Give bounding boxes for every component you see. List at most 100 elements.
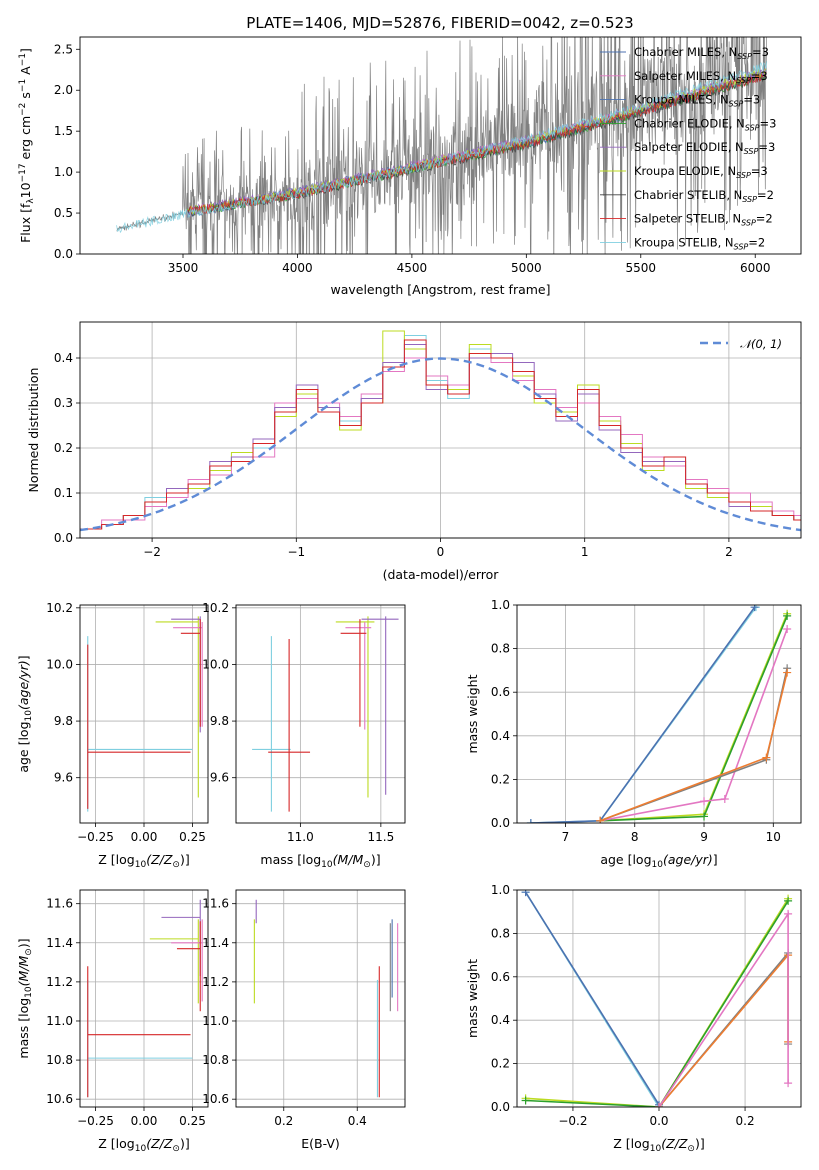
legend-entry: Kroupa STELIB, NSSP=2 [634, 235, 765, 251]
y-tick-label: 11.0 [202, 1014, 229, 1028]
y-tick-label: 11.4 [46, 936, 73, 950]
model-9 [116, 61, 768, 234]
y-tick-label: 10.8 [46, 1053, 73, 1067]
y-tick-label: 10.6 [46, 1092, 73, 1106]
x-tick-label: 0.0 [649, 1114, 668, 1128]
residual-histogram-panel: −2 −1 0 1 2 0.0 0.1 0.2 0.3 0.4 (data-model)/error… [26, 321, 802, 582]
weight-marker [783, 611, 792, 620]
age-vs-metallicity-panel: −0.25 0.00 0.25 9.6 9.8 10.0 10.2 Z [log10(Z/Z⊙… [16, 601, 209, 870]
axes-frame [516, 889, 802, 1108]
y-tick-label: 0.1 [54, 486, 73, 500]
x-tick-label: −0.25 [77, 1114, 114, 1128]
legend-entry: Chabrier ELODIE, NSSP=3 [634, 116, 776, 132]
spectrum-panel: 3500 4000 4500 5000 5500 6000 0.0 0.5 1.0 1.5 2.0 2… [18, 36, 802, 297]
mass-vs-extinction-panel: 0.2 0.4 10.6 10.8 11.0 11.2 11.4 11.6 E(B-V) [202, 889, 406, 1151]
y-tick-label: 10.0 [202, 657, 229, 671]
y-tick-label: 9.6 [54, 771, 73, 785]
x-tick-label: 11.5 [367, 830, 394, 844]
x-tick-label: 10 [766, 830, 781, 844]
y-tick-label: 11.6 [202, 897, 229, 911]
x-axis-label: (data-model)/error [383, 567, 500, 582]
y-tick-label: 10.6 [202, 1092, 229, 1106]
y-tick-label: 1.0 [491, 598, 510, 612]
weight-marker [655, 1103, 663, 1107]
plot-area [526, 605, 792, 823]
weight-marker [526, 819, 535, 823]
weight-marker [784, 909, 793, 918]
x-tick-label: 5000 [511, 261, 542, 275]
axes-frame [79, 889, 209, 1108]
figure-title: PLATE=1406, MJD=52876, FIBERID=0042, z=0… [246, 14, 633, 32]
subplots: 3500 4000 4500 5000 5500 6000 0.0 0.5 1.0 1.5 2.0 2… [16, 36, 802, 1154]
axes-frame [79, 321, 802, 539]
weight-line-6 [658, 911, 789, 1107]
weight-marker [784, 896, 793, 905]
y-tick-label: 10.2 [202, 601, 229, 615]
y-tick-label: 1.5 [54, 124, 73, 138]
x-axis-label: Z [log10(Z/Z⊙)] [98, 852, 189, 870]
plot-area [80, 330, 801, 532]
histogram-step-3 [80, 344, 801, 530]
axes-frame [79, 604, 209, 824]
y-tick-label: 0.0 [54, 531, 73, 545]
weight-marker [521, 890, 530, 897]
weight-line-4 [599, 628, 788, 822]
mass-vs-metallicity-panel: −0.25 0.00 0.25 10.6 10.8 11.0 11.2 11.4 11.6 Z [… [16, 889, 209, 1154]
weight-line-5 [658, 952, 789, 1107]
axes-frame [79, 36, 802, 255]
x-tick-label: 5500 [626, 261, 657, 275]
mass-weight-vs-age-panel: 7 8 9 10 0.0 0.2 0.4 0.6 0.8 1.0 age [log10(age/yr… [465, 598, 802, 870]
y-tick-label: 0.3 [54, 396, 73, 410]
y-tick-label: 0.6 [491, 685, 510, 699]
x-tick-label: −2 [143, 545, 161, 559]
y-tick-label: 0.2 [491, 772, 510, 786]
legend-entry: Kroupa ELODIE, NSSP=3 [634, 164, 768, 180]
y-tick-label: 0.4 [491, 1013, 510, 1027]
x-axis-label: mass [log10(M/M⊙)] [260, 852, 380, 870]
y-tick-label: 9.8 [54, 714, 73, 728]
weight-marker [700, 797, 709, 806]
y-tick-label: 0.0 [491, 816, 510, 830]
y-tick-label: 11.2 [202, 975, 229, 989]
x-tick-label: 4500 [397, 261, 428, 275]
histogram-step-0 [80, 335, 801, 530]
x-tick-label: 2 [725, 545, 733, 559]
y-axis-label: Normed distribution [26, 368, 41, 493]
y-tick-label: 0.8 [491, 926, 510, 940]
legend-entry: Chabrier MILES, NSSP=3 [634, 45, 769, 61]
x-tick-label: 1 [581, 545, 589, 559]
x-tick-label: 0.25 [179, 1114, 206, 1128]
legend-entry: 𝒩(0, 1) [740, 337, 782, 351]
plot-area [116, 37, 768, 254]
y-tick-label: 1.0 [54, 165, 73, 179]
x-tick-label: 11.0 [287, 830, 314, 844]
mass-weight-vs-metallicity-panel: −0.2 0.0 0.2 0.0 0.2 0.4 0.6 0.8 1.0 Z [log10(Z/Z… [465, 883, 802, 1154]
weight-marker [521, 1096, 530, 1105]
weight-marker [720, 795, 729, 804]
axes-frame [235, 889, 406, 1108]
weight-marker [783, 624, 792, 633]
y-tick-label: 0.5 [54, 206, 73, 220]
y-tick-label: 2.5 [54, 42, 73, 56]
y-axis-label: Flux [fλ10−17 erg cm−2 s−1 A−1] [18, 48, 36, 243]
model-8 [187, 71, 767, 215]
y-tick-label: 9.6 [210, 771, 229, 785]
weight-line-2 [600, 613, 788, 822]
weight-marker [783, 668, 792, 677]
y-axis-label: mass weight [465, 674, 480, 753]
weight-line-1 [530, 606, 756, 823]
weight-marker [750, 605, 759, 612]
plot-area [87, 899, 203, 1098]
plot-area [521, 890, 793, 1107]
x-tick-label: 9 [700, 830, 708, 844]
y-tick-label: 10.8 [202, 1053, 229, 1067]
legend-entry: Salpeter STELIB, NSSP=2 [634, 212, 773, 228]
x-tick-label: 0.00 [131, 1114, 158, 1128]
x-tick-label: 0.25 [179, 830, 206, 844]
y-tick-label: 1.0 [491, 883, 510, 897]
histogram-step-1 [80, 330, 801, 530]
x-tick-label: 0.2 [736, 1114, 755, 1128]
x-axis-label: age [log10(age/yr)] [600, 852, 717, 870]
histogram-step-2 [80, 353, 801, 530]
